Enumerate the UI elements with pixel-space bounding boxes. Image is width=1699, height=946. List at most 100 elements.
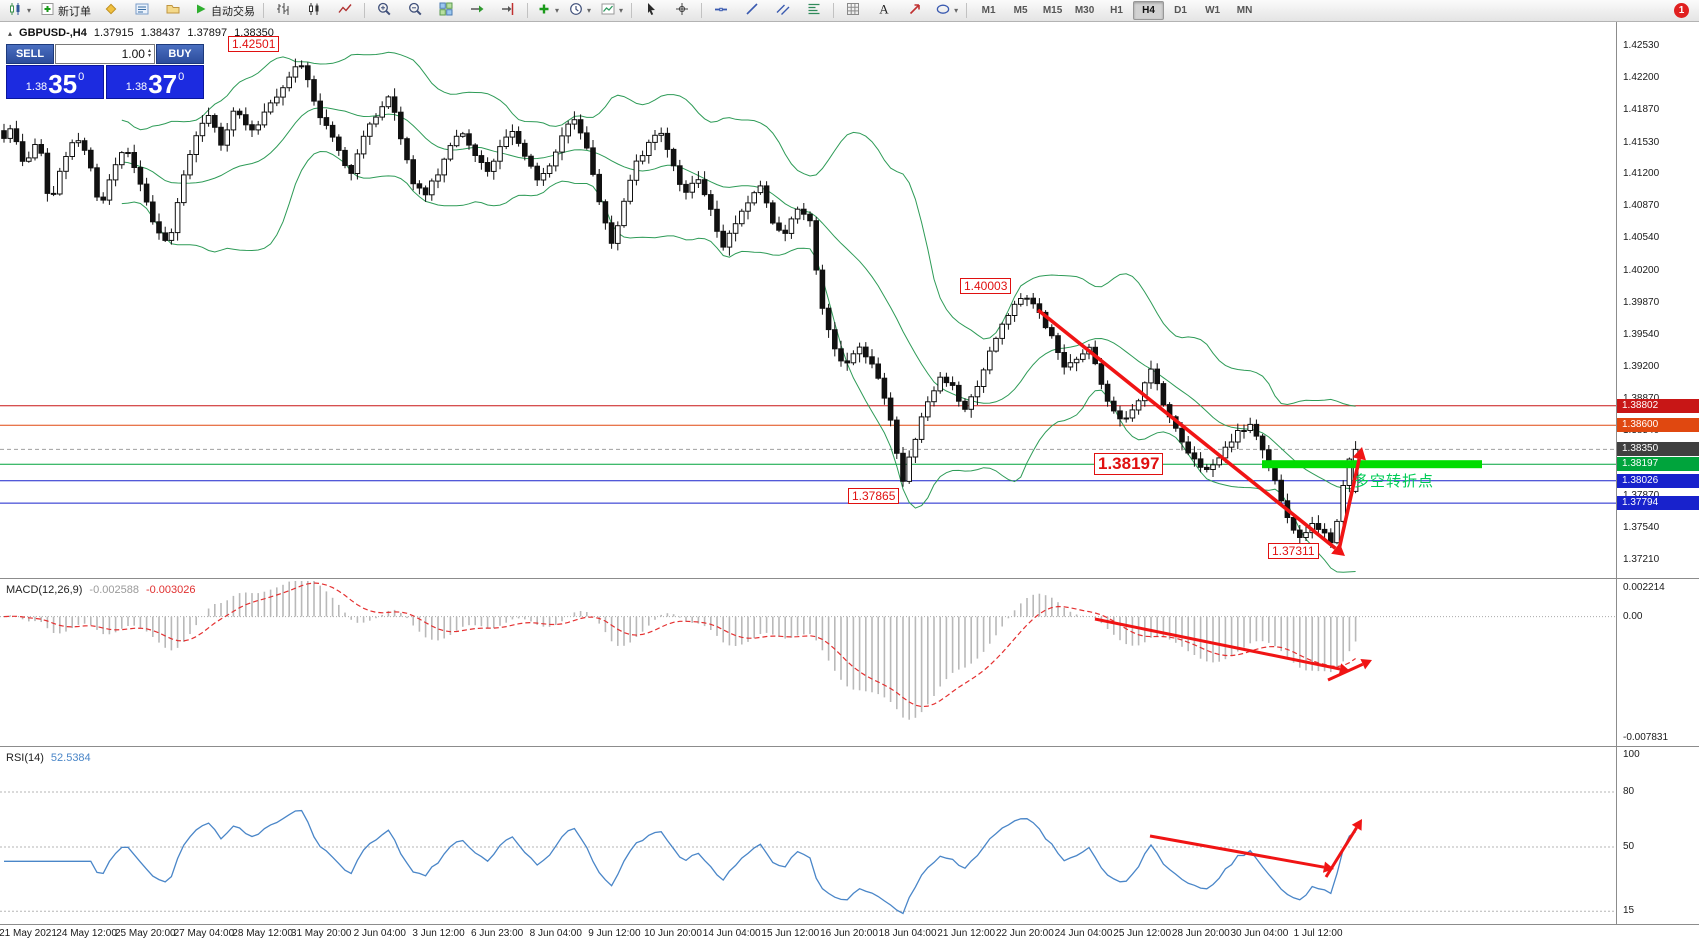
price-annotation-label: 1.40003 xyxy=(960,278,1012,294)
rsi-axis-label: 50 xyxy=(1623,841,1635,852)
timeframe-m15-button[interactable]: M15 xyxy=(1042,5,1063,16)
time-axis-label: 1 Jul 12:00 xyxy=(1293,928,1343,939)
auto-scroll-button[interactable] xyxy=(462,0,492,22)
one-click-trading-panel: SELL 1.00 ▴ ▾ BUY 1.38 35 0 1.38 37 0 xyxy=(6,44,204,99)
bar-chart-button[interactable] xyxy=(268,0,298,22)
lot-size-input[interactable]: 1.00 ▴ ▾ xyxy=(55,44,155,64)
cursor-button[interactable] xyxy=(636,0,666,22)
timeframe-m5-button[interactable]: M5 xyxy=(1013,5,1028,16)
time-axis-label: 8 Jun 04:00 xyxy=(529,928,582,939)
rsi-axis-label: 100 xyxy=(1623,749,1640,761)
market-watch-button[interactable] xyxy=(127,0,157,22)
new-order-button[interactable]: 新订单 xyxy=(36,0,95,22)
rsi-trend-arrow-1 xyxy=(1149,834,1334,873)
price-tick: 1.40540 xyxy=(1623,232,1660,244)
text-button[interactable]: A xyxy=(869,0,899,22)
zoom-in-icon xyxy=(376,1,392,20)
down-trend-arrow xyxy=(1036,308,1345,556)
buy-price-display[interactable]: 1.38 37 0 xyxy=(106,65,204,99)
line-chart-button[interactable] xyxy=(330,0,360,22)
price-level-label: 1.37794 xyxy=(1617,496,1699,511)
sell-price-base: 1.38 xyxy=(25,81,48,93)
navigator-button[interactable] xyxy=(158,0,188,22)
rsi-panel[interactable] xyxy=(0,748,1616,924)
time-axis-label: 25 May 20:00 xyxy=(114,928,176,939)
time-axis-label: 28 May 12:00 xyxy=(232,928,293,939)
sell-button[interactable]: SELL xyxy=(6,44,54,64)
timeframe-mn-button[interactable]: MN xyxy=(1236,5,1253,16)
price-level-label: 1.38350 xyxy=(1617,442,1699,457)
metaeditor-icon xyxy=(103,1,119,20)
sell-price-display[interactable]: 1.38 35 0 xyxy=(6,65,104,99)
crosshair-icon xyxy=(674,1,690,20)
arrow-label-button[interactable] xyxy=(900,0,930,22)
main-chart[interactable] xyxy=(0,22,1616,578)
navigator-icon xyxy=(165,1,181,20)
market-watch-icon xyxy=(134,1,150,20)
time-axis[interactable]: 21 May 2021 24 May 12:00 25 May 20:00 27 Ma… xyxy=(0,924,1699,946)
timeframe-h4-button[interactable]: H4 xyxy=(1133,1,1165,20)
price-tick: 1.40200 xyxy=(1623,264,1660,276)
time-axis-label: 28 Jun 20:00 xyxy=(1171,928,1230,939)
buy-price-pips: 37 xyxy=(148,69,178,99)
tile-windows-button[interactable] xyxy=(431,0,461,22)
toolbar-separator xyxy=(966,3,968,18)
time-axis-label: 21 May 2021 xyxy=(0,928,57,939)
arrow-label-icon xyxy=(907,1,923,20)
autotrading-button[interactable]: 自动交易 xyxy=(189,0,259,22)
notification-badge[interactable]: 1 xyxy=(1674,3,1689,18)
macd-signal-value: -0.003026 xyxy=(145,584,196,596)
price-annotation-label: 1.37865 xyxy=(848,488,900,504)
new-chart-icon xyxy=(8,1,24,20)
macd-panel[interactable] xyxy=(0,580,1616,746)
timeframe-d1-button[interactable]: D1 xyxy=(1174,5,1187,16)
one-click-toggle-icon[interactable]: ▴ xyxy=(8,28,13,38)
price-tick: 1.41200 xyxy=(1623,168,1660,180)
timeframe-w1-button[interactable]: W1 xyxy=(1205,5,1221,16)
zoom-out-button[interactable] xyxy=(400,0,430,22)
price-tick: 1.40870 xyxy=(1623,200,1660,212)
panel-separator[interactable] xyxy=(0,924,1699,925)
time-axis-label: 6 Jun 23:00 xyxy=(470,928,524,939)
lot-spinner-icon[interactable]: ▴ ▾ xyxy=(147,48,151,59)
price-axis[interactable]: 1.42530 1.42200 1.41870 1.41530 1.41200 1.408… xyxy=(1616,22,1699,924)
grid-button[interactable] xyxy=(838,0,868,22)
buy-button[interactable]: BUY xyxy=(156,44,204,64)
time-axis-label: 10 Jun 20:00 xyxy=(644,928,702,939)
price-level-label: 1.38197 xyxy=(1617,457,1699,472)
horizontal-line-icon xyxy=(713,1,729,20)
chart-shift-button[interactable] xyxy=(493,0,523,22)
panel-separator[interactable] xyxy=(0,746,1699,747)
crosshair-button[interactable] xyxy=(667,0,697,22)
toolbar-separator xyxy=(833,3,835,18)
zoom-in-button[interactable] xyxy=(369,0,399,22)
toolbar: ▾ 新订单 自动交易 ▾ ▾ ▾ A ▾ M1 M5 M15 M30 H1 H4 D1 W1 MN 1 xyxy=(0,0,1699,22)
periods-button[interactable]: ▾ xyxy=(564,0,595,22)
time-axis-label: 9 Jun 12:00 xyxy=(588,928,641,939)
chart-header: ▴ GBPUSD-,H4 1.37915 1.38437 1.37897 1.3… xyxy=(8,27,274,39)
shapes-icon xyxy=(935,1,951,20)
rsi-axis-label: 15 xyxy=(1623,905,1635,917)
equidistant-channel-button[interactable] xyxy=(768,0,798,22)
add-indicator-button[interactable]: ▾ xyxy=(532,0,563,22)
grid-icon xyxy=(845,1,861,20)
new-chart-button[interactable]: ▾ xyxy=(4,0,35,22)
bollinger-upper-band xyxy=(121,51,1356,407)
timeframe-h1-button[interactable]: H1 xyxy=(1110,5,1123,16)
candlestick-chart-button[interactable] xyxy=(299,0,329,22)
rsi-value: 52.5384 xyxy=(50,752,91,764)
price-tick: 1.42200 xyxy=(1623,71,1660,83)
timeframe-m1-button[interactable]: M1 xyxy=(981,5,996,16)
horizontal-line-button[interactable] xyxy=(706,0,736,22)
trendline-button[interactable] xyxy=(737,0,767,22)
fibonacci-button[interactable] xyxy=(799,0,829,22)
timeframe-m30-button[interactable]: M30 xyxy=(1074,5,1095,16)
panel-separator[interactable] xyxy=(0,578,1699,579)
candlestick-chart-icon xyxy=(306,1,322,20)
templates-button[interactable]: ▾ xyxy=(596,0,627,22)
metaeditor-button[interactable] xyxy=(96,0,126,22)
shapes-button[interactable]: ▾ xyxy=(931,0,962,22)
toolbar-separator xyxy=(364,3,366,18)
new-order-label: 新订单 xyxy=(58,5,92,18)
